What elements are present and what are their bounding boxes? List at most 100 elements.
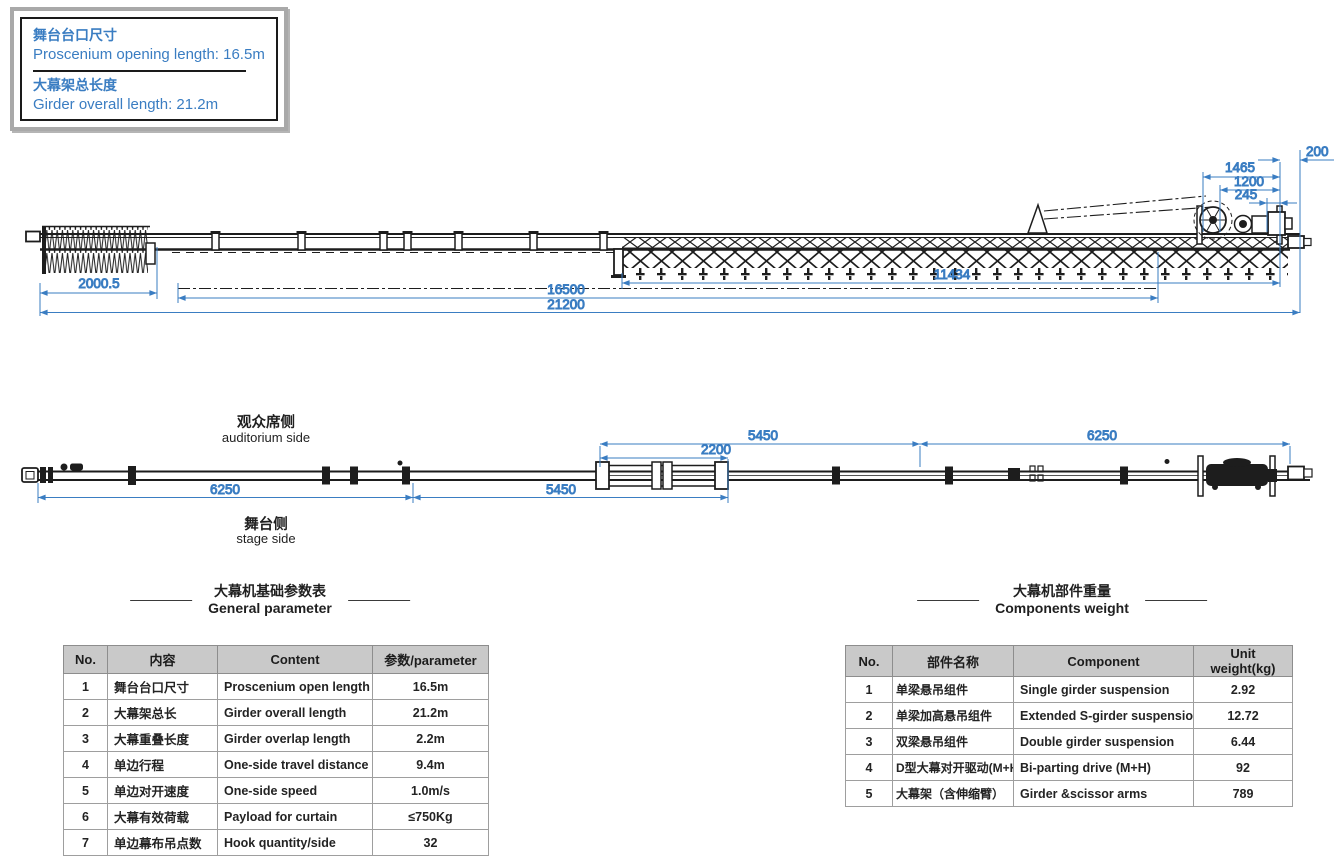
table-header-row: No. 部件名称 Component Unit weight(kg) [845, 645, 1293, 677]
table-cell: 21.2m [372, 699, 489, 726]
table-cell: 大幕有效荷载 [107, 803, 218, 830]
stage-side-label-en: stage side [236, 531, 295, 546]
table-cell: Girder overall length [217, 699, 373, 726]
dim-bottom-5450: 5450 [546, 482, 576, 497]
components-weight-title-en: Components weight [995, 600, 1129, 616]
table-cell: 12.72 [1193, 702, 1293, 729]
girder-left-cap [25, 230, 41, 243]
table-row: 6 大幕有效荷载 Payload for curtain ≤750Kg [63, 803, 489, 830]
table-cell: 2.92 [1193, 676, 1293, 703]
table-cell: One-side speed [217, 777, 373, 804]
key-dimensions-box-inner: 舞台台口尺寸 Proscenium opening length: 16.5m … [20, 17, 278, 121]
stage-side-label-zh: 舞台侧 [244, 515, 288, 533]
girder-label-zh: 大幕架总长度 [33, 77, 117, 93]
title-rule-right [1144, 599, 1207, 601]
table-row: 2 大幕架总长 Girder overall length 21.2m [63, 699, 489, 726]
motor-icon [1267, 211, 1286, 236]
technical-drawings: 200 1465 1200 245 2000.5 11434 16500 212… [21, 144, 1334, 546]
table-row: 5 单边对开速度 One-side speed 1.0m/s [63, 777, 489, 804]
table-cell: 3 [845, 728, 893, 755]
table-cell: 1 [845, 676, 893, 703]
dim-245: 245 [1235, 187, 1258, 202]
table-cell: 单边行程 [107, 751, 218, 778]
table-cell: Extended S-girder suspension [1013, 702, 1194, 729]
proscenium-label-zh: 舞台台口尺寸 [33, 27, 117, 43]
table-header-row: No. 内容 Content 参数/parameter [63, 645, 489, 674]
plan-drive-unit [1197, 455, 1277, 497]
elevation-dimensions: 200 1465 1200 245 2000.5 11434 16500 212… [39, 144, 1334, 316]
table-cell: ≤750Kg [372, 803, 489, 830]
table-row: 4 D型大幕对开驱动(M+H) Bi-parting drive (M+H) 9… [845, 754, 1293, 781]
auditorium-side-label-zh: 观众席侧 [237, 413, 295, 431]
table-row: 5 大幕架（含伸缩臂） Girder &scissor arms 789 [845, 780, 1293, 807]
table-cell: Girder &scissor arms [1013, 780, 1194, 807]
plan-dimensions: 5450 6250 2200 6250 5450 [37, 428, 1291, 503]
table-cell: D型大幕对开驱动(M+H) [892, 754, 1014, 781]
table-cell: Bi-parting drive (M+H) [1013, 754, 1194, 781]
dim-11434: 11434 [934, 267, 971, 282]
dim-top-6250: 6250 [1087, 428, 1117, 443]
table-cell: 789 [1193, 780, 1293, 807]
dim-2000-5: 2000.5 [78, 276, 119, 291]
rail-clamps [322, 459, 1170, 485]
table-cell: 舞台台口尺寸 [107, 673, 218, 700]
col-header-parameter: 参数/parameter [372, 645, 489, 674]
table-cell: 7 [63, 829, 108, 856]
table-row: 4 单边行程 One-side travel distance 9.4m [63, 751, 489, 778]
curtain-coil [42, 225, 156, 274]
col-header-no: No. [63, 645, 108, 674]
pulley-dashed-rim [1193, 200, 1233, 240]
dim-top-2200: 2200 [701, 442, 731, 457]
table-cell: Proscenium open length [217, 673, 373, 700]
table-cell: 6 [63, 803, 108, 830]
col-header-content-zh: 内容 [107, 645, 218, 674]
table-cell: 6.44 [1193, 728, 1293, 755]
table-row: 3 双梁悬吊组件 Double girder suspension 6.44 [845, 728, 1293, 755]
col-header-component: Component [1013, 645, 1194, 677]
truss-front-post [613, 248, 624, 276]
rail-right-cap [1287, 465, 1305, 481]
dim-1465: 1465 [1225, 160, 1255, 175]
table-cell: 9.4m [372, 751, 489, 778]
table-cell: 92 [1193, 754, 1293, 781]
dim-200: 200 [1306, 144, 1329, 159]
table-row: 2 单梁加高悬吊组件 Extended S-girder suspension … [845, 702, 1293, 729]
table-cell: 大幕重叠长度 [107, 725, 218, 752]
table-cell: Single girder suspension [1013, 676, 1194, 703]
table-cell: 4 [845, 754, 893, 781]
table-cell: 大幕架（含伸缩臂） [892, 780, 1014, 807]
table-row: 7 单边幕布吊点数 Hook quantity/side 32 [63, 829, 489, 856]
dim-21200: 21200 [547, 297, 585, 312]
dim-top-5450: 5450 [748, 428, 778, 443]
table-cell: 32 [372, 829, 489, 856]
table-cell: 16.5m [372, 673, 489, 700]
title-rule-right [347, 599, 410, 601]
col-header-content-en: Content [217, 645, 373, 674]
table-cell: Girder overlap length [217, 725, 373, 752]
suspension-posts [210, 231, 609, 251]
girder-label-en: Girder overall length: 21.2m [33, 96, 219, 113]
table-cell: 3 [63, 725, 108, 752]
table-cell: 单边对开速度 [107, 777, 218, 804]
table-cell: 单梁加高悬吊组件 [892, 702, 1014, 729]
table-row: 3 大幕重叠长度 Girder overlap length 2.2m [63, 725, 489, 752]
general-parameter-title-en: General parameter [208, 600, 332, 616]
cable-bracket [1026, 202, 1049, 234]
scissor-truss [622, 237, 1290, 280]
table-cell: 1 [63, 673, 108, 700]
table-row: 1 舞台台口尺寸 Proscenium open length 16.5m [63, 673, 489, 700]
table-cell: 2 [63, 699, 108, 726]
plan-labels: 观众席侧 auditorium side 舞台侧 stage side [222, 413, 310, 546]
general-parameter-table: No. 内容 Content 参数/parameter 1 舞台台口尺寸 Pro… [63, 645, 489, 856]
table-cell: 5 [63, 777, 108, 804]
auditorium-side-label-en: auditorium side [222, 430, 310, 445]
table-cell: 4 [63, 751, 108, 778]
rail-left-end [21, 463, 136, 485]
components-weight-table: No. 部件名称 Component Unit weight(kg) 1 单梁悬… [845, 645, 1293, 807]
col-header-unit-weight: Unit weight(kg) [1193, 645, 1293, 677]
table-cell: Hook quantity/side [217, 829, 373, 856]
table-cell: Double girder suspension [1013, 728, 1194, 755]
info-divider [33, 70, 247, 72]
rail-overlap-section [595, 461, 729, 490]
